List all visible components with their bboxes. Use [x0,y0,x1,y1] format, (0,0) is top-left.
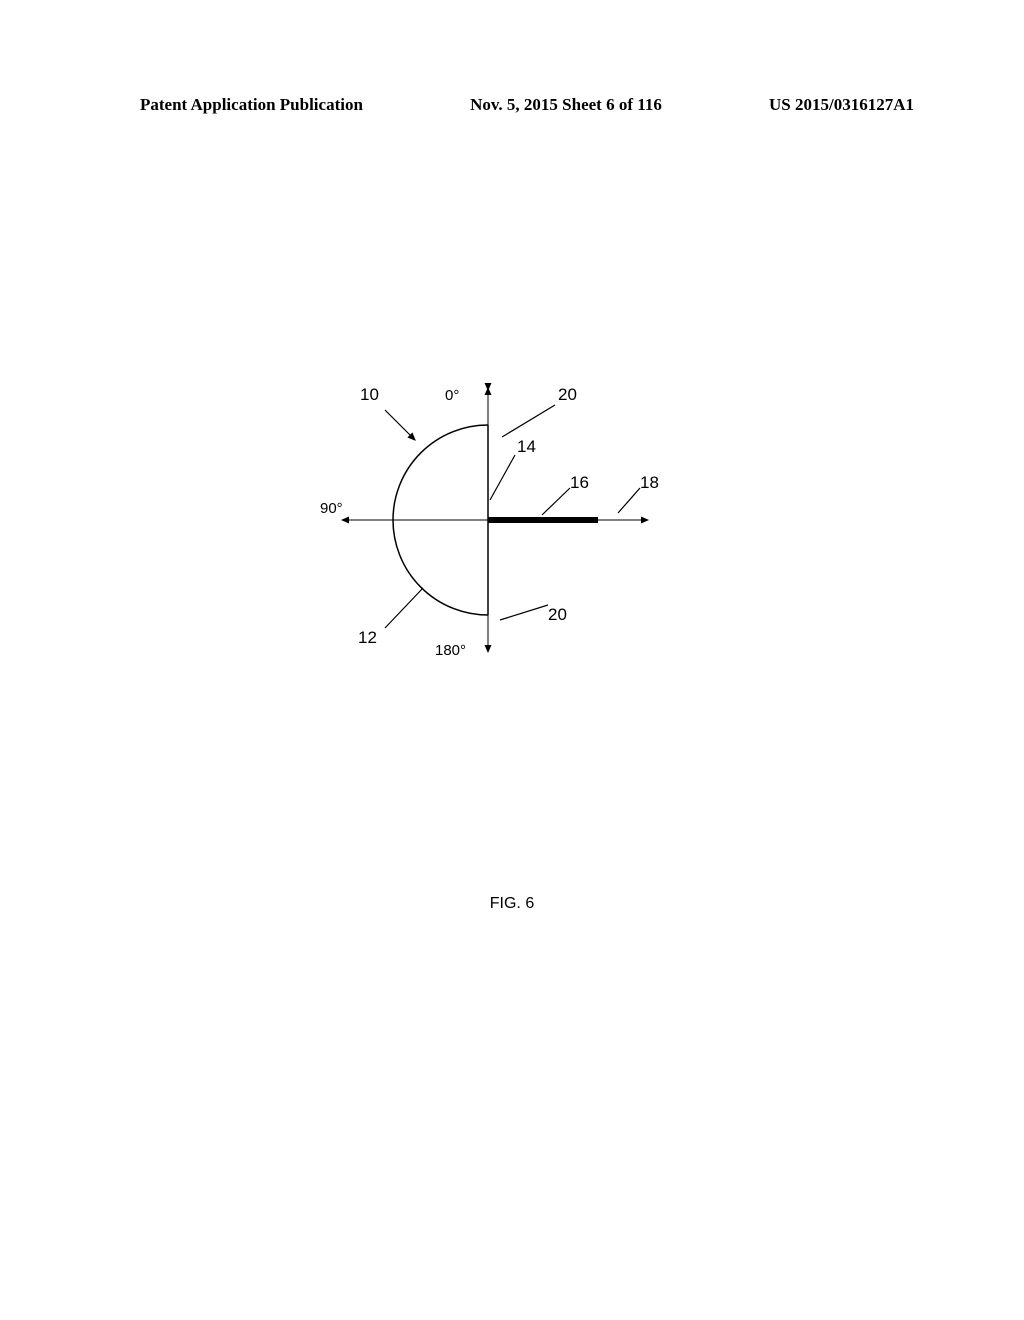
header-patent-number: US 2015/0316127A1 [769,95,914,115]
header-publication: Patent Application Publication [140,95,363,115]
figure-caption: FIG. 6 [0,895,1024,913]
leader-16 [542,488,570,515]
leader-20-top [502,405,555,437]
label-18: 18 [640,473,659,492]
label-12: 12 [358,628,377,647]
leader-12 [385,588,423,628]
label-14: 14 [517,437,536,456]
leader-10 [385,410,415,440]
leader-14 [490,455,515,500]
figure-svg: 10 12 14 16 18 20 20 0° 90° 180° [280,330,720,670]
leader-18 [618,488,640,513]
label-180deg: 180° [435,642,466,659]
label-0deg: 0° [445,387,459,404]
header-date-sheet: Nov. 5, 2015 Sheet 6 of 116 [470,95,662,115]
label-20-bottom: 20 [548,605,567,624]
leader-20-bottom [500,605,548,620]
figure-6: 10 12 14 16 18 20 20 0° 90° 180° [280,330,720,670]
page-header: Patent Application Publication Nov. 5, 2… [0,95,1024,115]
label-16: 16 [570,473,589,492]
label-20-top: 20 [558,385,577,404]
label-10: 10 [360,385,379,404]
label-90deg: 90° [320,500,343,517]
